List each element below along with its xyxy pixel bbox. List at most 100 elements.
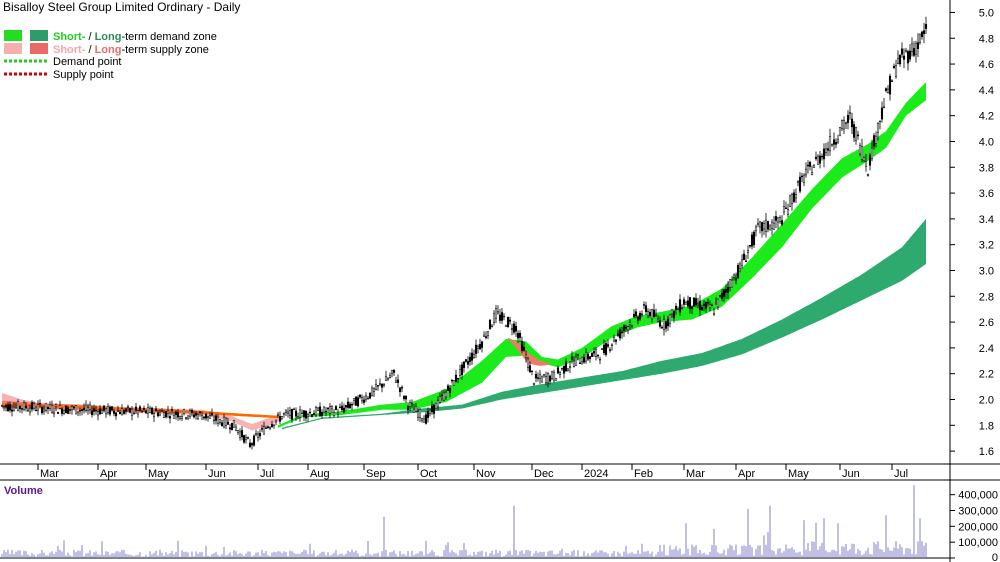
candle — [142, 405, 146, 412]
candle — [74, 405, 78, 415]
candle — [602, 339, 606, 356]
candle — [416, 407, 420, 422]
candle — [246, 436, 250, 440]
candle — [412, 404, 416, 413]
candle — [62, 409, 66, 416]
candle — [328, 403, 332, 419]
candle — [922, 23, 926, 44]
candle — [896, 50, 900, 65]
candle — [554, 377, 558, 381]
candle — [76, 411, 80, 417]
candle — [580, 356, 584, 365]
candle — [90, 405, 94, 418]
candle — [386, 377, 390, 381]
volume-tick-label: 400,000 — [958, 490, 998, 502]
candle — [634, 308, 638, 319]
candle — [876, 122, 880, 141]
candle — [840, 119, 844, 131]
candle — [348, 401, 352, 409]
candle — [790, 192, 794, 211]
price-tick-label: 3.4 — [979, 214, 994, 226]
candle — [158, 409, 162, 417]
candle — [754, 224, 758, 237]
candle — [430, 400, 434, 415]
candle — [500, 308, 504, 324]
candle — [640, 310, 644, 317]
candle — [164, 410, 168, 419]
candle — [232, 419, 236, 428]
candle — [136, 410, 140, 418]
candle — [86, 403, 90, 415]
candle — [50, 400, 54, 414]
price-tick-label: 2.8 — [979, 291, 994, 303]
candle — [446, 383, 450, 391]
candle — [306, 412, 310, 422]
candle — [406, 404, 410, 415]
price-tick-label: 2.6 — [979, 317, 994, 329]
candle — [502, 313, 506, 321]
candle — [82, 403, 86, 414]
candle — [526, 356, 530, 372]
candle — [38, 399, 42, 408]
candle — [300, 409, 304, 415]
candle — [842, 116, 846, 135]
candle — [102, 405, 106, 413]
candle — [440, 389, 444, 401]
candle — [36, 400, 40, 416]
price-tick-label: 3.2 — [979, 240, 994, 252]
price-tick-label: 2.4 — [979, 343, 994, 355]
candle — [736, 262, 740, 279]
candle — [730, 275, 734, 288]
candle — [564, 358, 568, 372]
candle — [16, 399, 20, 412]
candle — [584, 348, 588, 364]
candle — [678, 294, 682, 316]
candle — [368, 392, 372, 400]
candle — [98, 405, 102, 415]
candle — [208, 411, 212, 419]
volume-axis: 0 100,000 200,000 300,000 400,000 — [950, 490, 998, 562]
candle — [682, 296, 686, 308]
candle — [248, 439, 252, 449]
candle — [636, 315, 640, 325]
candle — [862, 156, 866, 163]
candle — [226, 417, 230, 425]
candle — [360, 394, 364, 404]
candle — [534, 370, 538, 383]
candle — [774, 210, 778, 228]
candle — [476, 344, 480, 354]
candle — [316, 406, 320, 412]
candle — [436, 396, 440, 411]
candle — [156, 410, 160, 418]
candle — [140, 410, 144, 414]
candle — [340, 401, 344, 412]
candle — [738, 261, 742, 273]
candle — [498, 308, 502, 324]
candle — [824, 142, 828, 156]
long-demand-band — [282, 218, 926, 430]
candle — [242, 434, 246, 444]
candle — [56, 411, 60, 414]
candle — [576, 353, 580, 361]
candle — [908, 44, 912, 62]
price-tick-label: 3.0 — [979, 266, 994, 278]
candle — [358, 394, 362, 399]
candle — [610, 343, 614, 351]
price-tick-label: 1.8 — [979, 420, 994, 432]
candle — [352, 398, 356, 406]
candle — [444, 389, 448, 400]
candle — [292, 407, 296, 411]
candle — [384, 370, 388, 381]
candle — [32, 401, 36, 411]
candle — [330, 405, 334, 413]
candle — [550, 370, 554, 381]
candle — [210, 408, 214, 417]
candle — [84, 400, 88, 413]
candle — [34, 406, 38, 412]
candle — [478, 338, 482, 351]
candle — [318, 402, 322, 417]
candle — [612, 334, 616, 343]
candle — [424, 411, 428, 425]
candle — [374, 379, 378, 391]
